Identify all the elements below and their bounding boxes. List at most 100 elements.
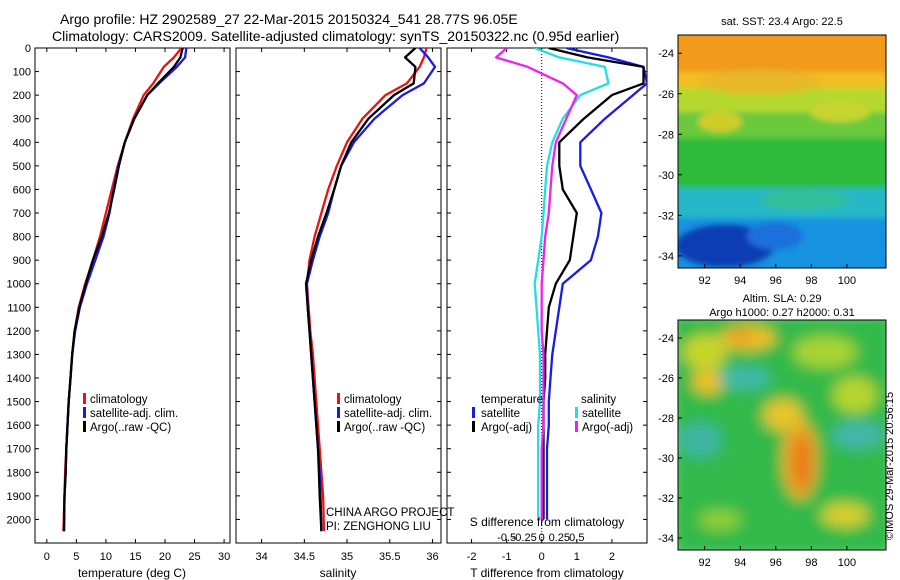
- temperature-ytick-label: 500: [13, 161, 31, 173]
- sst-map-xtick-label: 98: [805, 275, 817, 287]
- temperature-ytick-label: 700: [13, 208, 31, 220]
- sla-map-ytick-label: -34: [658, 533, 674, 545]
- series-line-argo-raw-qc: [62, 48, 184, 532]
- temperature-legend: climatology satellite-adj. clim. Argo(..…: [83, 393, 178, 434]
- temperature-series-group: [62, 48, 188, 532]
- temperature-axes: [34, 47, 231, 544]
- sst-map-ytick-label: -28: [658, 129, 674, 141]
- legend-swatch-t-argo: [472, 421, 475, 432]
- sst-map: [678, 35, 886, 268]
- legend-swatch-argo: [83, 421, 86, 432]
- sst-map-xtick-label: 94: [734, 275, 746, 287]
- legend-title-salinity: salinity: [581, 394, 616, 406]
- salinity-legend: climatology satellite-adj. clim. Argo(..…: [337, 393, 432, 434]
- sst-map-ticks: 92 94 96 98 100 -24 -26 -28 -30 -32 -34: [658, 48, 856, 287]
- sst-map-xtick-label: 100: [838, 275, 856, 287]
- legend-label-t-argo: Argo(-adj): [481, 422, 532, 434]
- difference-xtick-label: 1: [574, 551, 580, 563]
- sla-map-frame: [677, 319, 887, 551]
- temperature-ytick-label: 0: [25, 43, 31, 55]
- imos-credit: ©IMOS 29-Mar-2015 20:56:15: [884, 392, 896, 540]
- difference-legend: temperature salinity satellite Argo(-adj…: [472, 394, 633, 434]
- series-line-temperature-satellite: [545, 48, 647, 520]
- sst-map-xtick-label: 96: [770, 275, 782, 287]
- temperature-ytick-label: 1200: [7, 326, 31, 338]
- project-pi: PI: ZENGHONG LIU: [326, 521, 431, 533]
- sla-map-xtick-label: 92: [699, 557, 711, 569]
- series-line-climatology: [305, 48, 428, 532]
- difference-secondary-xtick-label: 0.5: [569, 532, 584, 544]
- temperature-xlabel: temperature (deg C): [78, 566, 186, 580]
- difference-secondary-xtick-label: -0.5: [497, 532, 516, 544]
- sla-map-ytick-label: -28: [658, 413, 674, 425]
- legend-label-t-satellite: satellite: [481, 408, 520, 420]
- difference-xtick-label: 0: [539, 551, 545, 563]
- legend-swatch-satellite: [337, 407, 340, 418]
- temperature-ytick-label: 1800: [7, 467, 31, 479]
- temperature-ytick-label: 2000: [7, 514, 31, 526]
- temperature-ytick-label: 1500: [7, 397, 31, 409]
- temperature-ytick-label: 1300: [7, 349, 31, 361]
- legend-label-satellite: satellite-adj. clim.: [344, 408, 432, 420]
- temperature-xtick-label: 0: [44, 551, 50, 563]
- legend-label-argo: Argo(..raw -QC): [90, 422, 171, 434]
- temperature-ytick-label: 1600: [7, 420, 31, 432]
- sla-map-xtick-label: 98: [805, 557, 817, 569]
- temperature-ytick-label: 1000: [7, 279, 31, 291]
- sla-map-ytick-label: -26: [658, 373, 674, 385]
- figure-title-line1: Argo profile: HZ 2902589_27 22-Mar-2015 …: [60, 11, 518, 27]
- temperature-xtick-label: 10: [100, 551, 112, 563]
- legend-title-temperature: temperature: [481, 394, 543, 406]
- difference-secondary-xtick-label: -0.25: [512, 532, 537, 544]
- salinity-axes: [235, 47, 442, 544]
- legend-swatch-satellite: [83, 407, 86, 418]
- salinity-xtick-label: 35.5: [379, 551, 400, 563]
- temperature-ytick-label: 200: [13, 90, 31, 102]
- temperature-ytick-label: 1700: [7, 444, 31, 456]
- temperature-ytick-label: 600: [13, 184, 31, 196]
- series-line-satellite-adj-clim: [305, 48, 437, 532]
- salinity-xtick-label: 36: [426, 551, 438, 563]
- difference-series-group: [494, 48, 647, 520]
- temperature-ytick-label: 300: [13, 114, 31, 126]
- legend-swatch-s-satellite: [575, 407, 578, 418]
- sst-map-ytick-label: -34: [658, 251, 674, 263]
- sla-map-title-2: Argo h1000: 0.27 h2000: 0.31: [709, 307, 855, 319]
- difference-xtick-label: 2: [609, 551, 615, 563]
- legend-label-s-argo: Argo(-adj): [582, 422, 633, 434]
- figure-title-line2: Climatology: CARS2009. Satellite-adjuste…: [52, 28, 619, 44]
- temperature-plot: 0 5 10 15 20 25 300100200300400500600700800900…: [7, 43, 231, 563]
- series-line-salinity-satellite: [533, 48, 610, 520]
- salinity-xlabel: salinity: [320, 566, 357, 580]
- t-difference-xlabel: T difference from climatology: [470, 566, 624, 580]
- temperature-ytick-label: 800: [13, 232, 31, 244]
- temperature-ytick-label: 1400: [7, 373, 31, 385]
- s-difference-xlabel: S difference from climatology: [470, 515, 625, 529]
- salinity-plot: 34 34.5 35 35.5 36: [236, 47, 441, 563]
- sst-map-frame: [677, 34, 887, 269]
- sla-map-xtick-label: 96: [770, 557, 782, 569]
- series-line-salinity-argo-adj: [494, 48, 578, 520]
- legend-swatch-climatology: [83, 393, 86, 404]
- temperature-xtick-label: 30: [218, 551, 230, 563]
- sst-map-ytick-label: -24: [658, 48, 674, 60]
- sla-map-xtick-label: 100: [838, 557, 856, 569]
- difference-secondary-xtick-label: 0.25: [549, 532, 570, 544]
- temperature-xtick-label: 20: [159, 551, 171, 563]
- sla-map: [678, 320, 886, 550]
- temperature-ytick-label: 900: [13, 255, 31, 267]
- sla-map-ytick-label: -32: [658, 493, 674, 505]
- series-line-climatology: [62, 48, 183, 532]
- salinity-xtick-label: 34: [256, 551, 268, 563]
- difference-xtick-label: -2: [467, 551, 477, 563]
- salinity-xtick-label: 35: [341, 551, 353, 563]
- sla-map-title-1: Altim. SLA: 0.29: [743, 293, 822, 305]
- temperature-xtick-label: 5: [73, 551, 79, 563]
- legend-swatch-argo: [337, 421, 340, 432]
- sst-map-xtick-label: 92: [699, 275, 711, 287]
- sst-map-ytick-label: -26: [658, 89, 674, 101]
- salinity-xtick-label: 34.5: [294, 551, 315, 563]
- difference-xtick-label: -1: [502, 551, 512, 563]
